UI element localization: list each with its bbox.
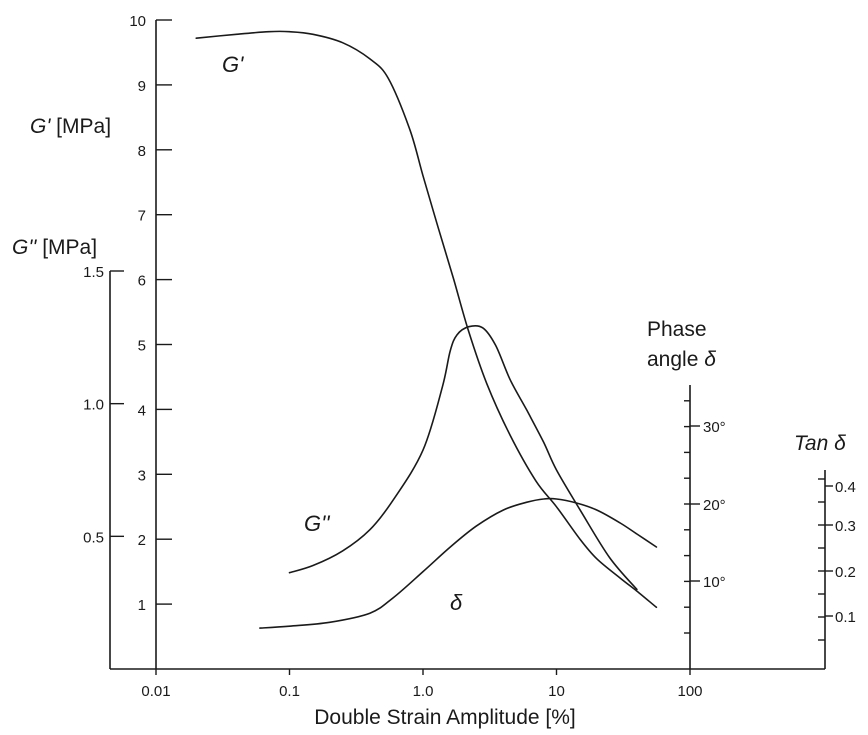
phase-axis-title-line2: angle δ xyxy=(647,348,716,371)
gprime-tick-label: 7 xyxy=(138,208,146,225)
gprime-tick-label: 2 xyxy=(138,532,146,549)
x-tick-label: 0.1 xyxy=(279,683,300,700)
gprime-tick-label: 8 xyxy=(138,143,146,160)
gprime-tick-label: 3 xyxy=(138,467,146,484)
curve-label-gprime: G' xyxy=(222,52,244,77)
x-tick-label: 10 xyxy=(548,683,565,700)
gprime-tick-label: 4 xyxy=(138,402,146,419)
curve-label-delta: δ xyxy=(450,590,463,615)
tan-axis-title-symbol: δ xyxy=(834,432,846,455)
curves-layer xyxy=(195,30,658,629)
gprime-axis-title-symbol: G' xyxy=(30,115,51,138)
gdoubleprime-axis-title-symbol: G'' xyxy=(12,236,37,259)
gprime-tick-label: 6 xyxy=(138,273,146,290)
gprime-tick-label: 10 xyxy=(129,13,146,30)
gdoubleprime-tick-label: 1.0 xyxy=(83,397,104,414)
x-tick-label: 100 xyxy=(677,683,702,700)
gdoubleprime-tick-label: 1.5 xyxy=(83,264,104,281)
curve-gdoubleprime xyxy=(288,324,638,591)
gprime-axis-title-unit: [MPa] xyxy=(50,115,111,138)
phase-tick-label: 10° xyxy=(703,574,726,591)
tan-tick-label: 0.1 xyxy=(835,609,856,626)
gdoubleprime-axis-title: G'' [MPa] xyxy=(12,236,97,259)
gprime-tick-label: 5 xyxy=(138,338,146,355)
phase-axis-title-symbol: δ xyxy=(704,348,716,371)
tan-axis-title-word: Tan xyxy=(794,432,834,455)
phase-tick-label: 20° xyxy=(703,497,726,514)
x-tick-label: 0.01 xyxy=(141,683,170,700)
x-axis-title: Double Strain Amplitude [%] xyxy=(314,706,575,729)
gprime-tick-label: 1 xyxy=(138,597,146,614)
gdoubleprime-tick-label: 0.5 xyxy=(83,529,104,546)
tan-tick-label: 0.3 xyxy=(835,518,856,535)
gprime-axis-title: G' [MPa] xyxy=(30,115,111,138)
tan-axis-title: Tan δ xyxy=(794,432,846,455)
curve-delta xyxy=(259,497,658,629)
curve-label-gdoubleprime: G'' xyxy=(304,511,330,536)
phase-axis-title-line1: Phase xyxy=(647,318,707,341)
phase-tick-label: 30° xyxy=(703,419,726,436)
x-tick-label: 1.0 xyxy=(413,683,434,700)
tan-tick-label: 0.2 xyxy=(835,564,856,581)
gprime-tick-label: 9 xyxy=(138,78,146,95)
axes-layer: 0.01 0.1 1.0 10 100 1 2 3 4 5 6 7 8 9 10 0.5 1.0 1.5 10° 20… xyxy=(83,13,856,700)
curve-gprime xyxy=(195,30,658,609)
tan-tick-label: 0.4 xyxy=(835,479,856,496)
phase-axis-title-word: angle xyxy=(647,348,704,371)
gdoubleprime-axis-title-unit: [MPa] xyxy=(36,236,97,259)
